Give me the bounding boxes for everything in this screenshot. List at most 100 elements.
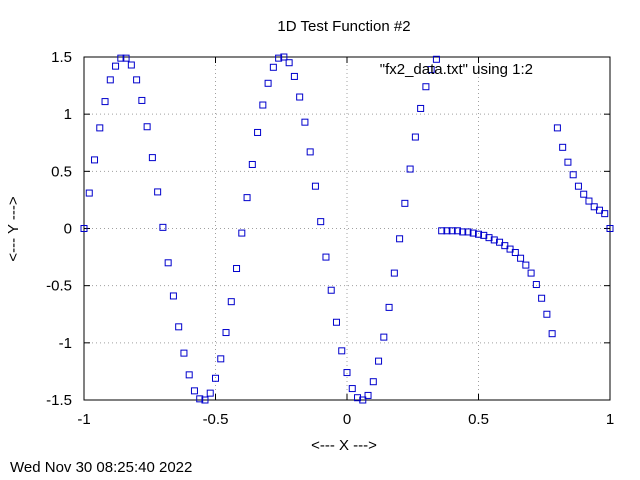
data-point [390,269,398,277]
data-point [169,292,177,300]
data-point [127,61,135,69]
data-point [154,188,162,196]
data-point [438,227,446,235]
data-point [269,63,277,71]
data-point [538,294,546,302]
data-point [380,333,388,341]
data-point [422,83,430,91]
data-point [138,96,146,104]
data-point [354,394,362,402]
data-point [196,395,204,403]
data-point [159,223,167,231]
y-tick-label: -1 [59,335,72,352]
data-point [301,118,309,126]
data-point [180,349,188,357]
data-point [574,182,582,190]
data-point [485,234,493,242]
x-tick-label: 0.5 [468,411,489,428]
data-point [427,66,435,74]
data-point [559,143,567,151]
data-point [175,323,183,331]
data-point [606,225,614,232]
tick-labels: -1 -0.5 0 0.5 1 -1.5 -1 -0.5 0 0.5 1 1.5 [46,49,614,428]
data-point [332,318,340,326]
data-point [406,165,414,173]
data-point [569,171,577,179]
data-point [548,330,556,338]
data-point [411,133,419,141]
data-point [96,124,104,132]
data-point [91,156,99,164]
y-tick-label: -1.5 [46,392,72,409]
data-point [243,194,251,202]
data-point [212,374,219,382]
data-point [448,227,456,235]
data-point [459,228,467,236]
data-point [417,104,425,112]
legend-label: "fx2_data.txt" using 1:2 [380,61,533,78]
data-point [453,227,461,235]
data-point [396,235,404,243]
data-point [85,189,93,197]
data-point [527,269,535,277]
data-point [543,310,551,318]
tick-marks [83,56,611,401]
grid-lines [84,57,610,400]
data-point [553,124,561,132]
data-point [443,227,451,235]
y-tick-label: 1.5 [51,49,72,66]
data-point [585,197,593,205]
data-point [296,93,304,101]
data-point [238,229,246,237]
data-point [322,253,330,261]
data-point [601,210,609,218]
plot-area-border [83,56,611,401]
data-point [311,182,319,190]
data-point [280,53,288,61]
data-point [401,199,409,207]
data-point [364,391,372,399]
data-point [133,76,141,84]
data-point [101,98,109,106]
y-tick-label: -0.5 [46,278,72,295]
x-tick-label: 0 [343,411,351,428]
data-point [264,79,272,87]
data-point [285,59,293,67]
data-point [343,369,351,377]
data-point [106,76,114,84]
data-point [564,158,572,166]
data-series [80,53,614,404]
y-axis-label: <--- Y ---> [5,196,22,262]
data-point [185,371,193,379]
data-point [464,228,472,236]
data-point [348,385,356,393]
data-point [112,62,120,70]
data-point [385,303,393,311]
data-point [290,72,298,80]
x-tick-label: -0.5 [203,411,229,428]
data-point [532,281,540,289]
data-point [490,236,498,244]
data-point [475,230,482,238]
data-point [522,261,530,269]
data-point [233,265,241,273]
y-tick-label: 0 [64,221,72,238]
data-point [317,218,325,226]
data-point [275,54,283,62]
data-point [222,329,230,337]
data-point [511,249,519,257]
data-point [206,389,214,397]
data-point [122,54,130,62]
data-point [480,231,488,239]
data-point [217,355,225,363]
y-tick-label: 1 [64,106,72,123]
data-point [327,286,335,294]
data-point [359,396,367,404]
data-point [248,160,256,168]
data-point [148,154,156,162]
data-point [432,55,440,63]
data-point [190,387,198,395]
data-point [259,101,267,109]
data-point [80,225,88,232]
